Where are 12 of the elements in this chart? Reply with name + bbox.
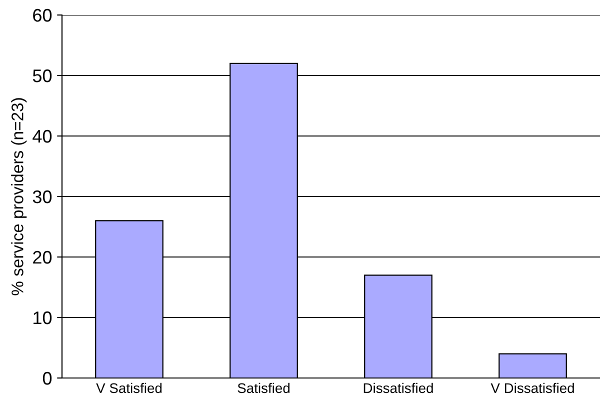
x-tick-label: Dissatisfied bbox=[364, 382, 433, 394]
y-tick-label: 50 bbox=[32, 69, 52, 82]
y-tick-label: 40 bbox=[32, 130, 52, 143]
x-tick-label: Satisfied bbox=[238, 382, 290, 394]
y-axis-title: % service providers (n=23) bbox=[11, 98, 27, 296]
y-tick-label: 10 bbox=[34, 311, 52, 324]
x-tick-label: V Dissatisfied bbox=[490, 382, 574, 394]
y-tick-label: 20 bbox=[33, 250, 52, 264]
y-tick-label: 0 bbox=[42, 372, 52, 385]
y-tick-label: 30 bbox=[32, 190, 52, 204]
x-tick-label: V Satisfied bbox=[96, 382, 162, 394]
y-tick-label: 60 bbox=[33, 8, 52, 22]
